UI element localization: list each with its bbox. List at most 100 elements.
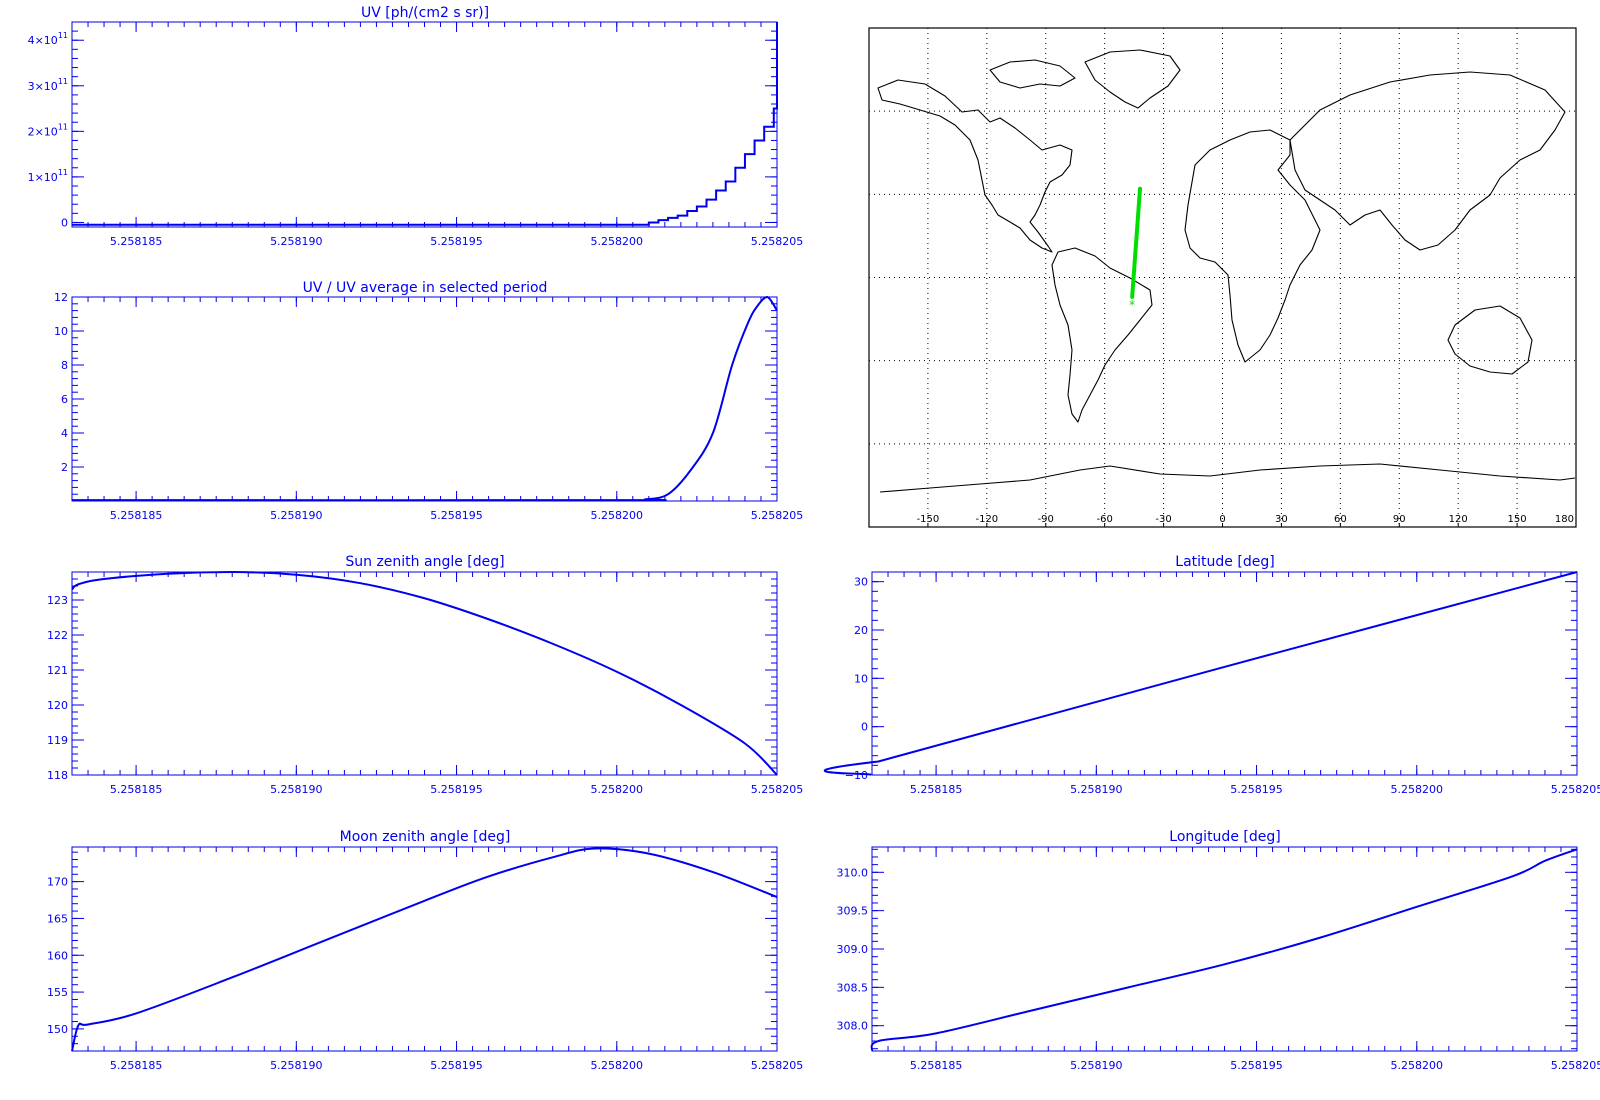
y-tick-label: 8: [61, 359, 68, 372]
panel-longitude: Longitude [deg] 5.258185 5.258190 5.258195…: [837, 829, 1600, 1072]
antarctica-outline: [879, 463, 1576, 493]
satellite-track: [1130, 186, 1143, 299]
plot-frame-uv: [71, 21, 778, 228]
y-tick-label: 155: [47, 986, 68, 999]
y-tick-label: 6: [61, 393, 68, 406]
x-tick-label: 5.258200: [591, 509, 644, 522]
x-tick-label: 5.258195: [1230, 783, 1283, 796]
x-tick-label: 5.258200: [1391, 1059, 1444, 1072]
data-line-uv-ratio: [71, 295, 778, 502]
x-tick-label: 5.258205: [751, 235, 804, 248]
y-tick-label: 150: [47, 1023, 68, 1036]
plot-frame-latitude: [871, 571, 1578, 776]
y-tick-label: 170: [47, 876, 68, 889]
panel-uv: UV [ph/(cm2 s sr)] 5.258185 5.258190 5.258…: [28, 5, 804, 248]
y-tick-label: −10: [845, 769, 868, 782]
x-tick-label: 5.258185: [910, 783, 963, 796]
map-tick-label: 180: [1555, 514, 1574, 525]
x-tick-label: 5.258205: [751, 1059, 804, 1072]
panel-uv-ratio: UV / UV average in selected period 5.258…: [54, 280, 803, 522]
chart-title-longitude: Longitude [deg]: [1169, 829, 1280, 845]
y-tick-label: 118: [47, 769, 68, 782]
y-tick-label: 2: [61, 461, 68, 474]
y-tick-label: 309.0: [837, 943, 869, 956]
ticks-moon-zenith: 5.258185 5.258190 5.258195 5.258200 5.258205…: [47, 847, 803, 1072]
plot-frame-sun-zenith: [71, 571, 778, 776]
y-tick-label: 10: [854, 672, 868, 685]
y-tick-label: 120: [47, 699, 68, 712]
y-tick-label: 4: [61, 427, 68, 440]
map-tick-label: 150: [1508, 514, 1527, 525]
map-tick-label: 90: [1393, 514, 1406, 525]
data-line-moon-zenith: [71, 847, 778, 1052]
map-tick-label: 30: [1275, 514, 1288, 525]
ticks-latitude: 5.258185 5.258190 5.258195 5.258200 5.258205…: [845, 571, 1600, 796]
y-tick-label: 20: [854, 624, 868, 637]
map-tick-label: 120: [1449, 514, 1468, 525]
y-tick-label: 4×1011: [28, 31, 68, 47]
x-tick-label: 5.258205: [1551, 1059, 1600, 1072]
y-tick-label: 123: [47, 594, 68, 607]
x-tick-label: 5.258200: [591, 1059, 644, 1072]
europe-africa-outline: [1184, 129, 1321, 363]
x-tick-label: 5.258190: [270, 509, 323, 522]
x-tick-label: 5.258200: [591, 235, 644, 248]
map-tick-label: 60: [1334, 514, 1347, 525]
y-tick-label: 1×1011: [28, 168, 68, 184]
chart-title-latitude: Latitude [deg]: [1175, 554, 1274, 570]
x-tick-label: 5.258200: [1391, 783, 1444, 796]
x-tick-label: 5.258185: [110, 1059, 163, 1072]
panel-sun-zenith: Sun zenith angle [deg] 5.258185 5.258190 5…: [47, 554, 803, 796]
asia-outline: [1289, 71, 1566, 251]
plot-frame-longitude: [871, 846, 1578, 1052]
x-tick-label: 5.258190: [270, 235, 323, 248]
y-tick-label: 0: [61, 216, 68, 229]
australia-outline: [1447, 305, 1533, 375]
y-tick-label: 12: [54, 291, 68, 304]
x-tick-label: 5.258185: [110, 783, 163, 796]
x-tick-label: 5.258190: [270, 1059, 323, 1072]
x-tick-label: 5.258195: [430, 235, 483, 248]
map-tick-label: 0: [1219, 514, 1225, 525]
y-tick-label: 30: [854, 576, 868, 589]
x-tick-label: 5.258200: [591, 783, 644, 796]
map-coastlines: [877, 49, 1576, 493]
panel-latitude: Latitude [deg] 5.258185 5.258190 5.258195 5…: [824, 554, 1600, 796]
x-tick-label: 5.258190: [1070, 1059, 1123, 1072]
chart-title-sun-zenith: Sun zenith angle [deg]: [345, 554, 504, 570]
x-tick-label: 5.258185: [910, 1059, 963, 1072]
x-tick-label: 5.258195: [430, 783, 483, 796]
y-tick-label: 165: [47, 912, 68, 925]
x-tick-label: 5.258190: [1070, 783, 1123, 796]
map-longitude-ticks: -150 -120 -90 -60 -30 0 30 60 90 120 150 180: [917, 514, 1577, 527]
data-line-latitude: [824, 571, 1578, 776]
y-tick-label: 10: [54, 325, 68, 338]
map-graticule: [869, 28, 1576, 527]
map-tick-label: -60: [1096, 514, 1112, 525]
x-tick-label: 5.258185: [110, 509, 163, 522]
x-tick-label: 5.258190: [270, 783, 323, 796]
y-tick-label: 308.0: [837, 1020, 869, 1033]
data-line-uv: [72, 22, 778, 226]
ticks-sun-zenith: 5.258185 5.258190 5.258195 5.258200 5.258205…: [47, 571, 803, 796]
x-tick-label: 5.258195: [430, 509, 483, 522]
map-tick-label: -150: [917, 514, 940, 525]
chart-title-moon-zenith: Moon zenith angle [deg]: [340, 829, 511, 845]
y-tick-label: 160: [47, 949, 68, 962]
x-tick-label: 5.258205: [751, 509, 804, 522]
chart-title-uv: UV [ph/(cm2 s sr)]: [361, 5, 489, 21]
greenland-outline: [1084, 49, 1181, 109]
x-tick-label: 5.258205: [1551, 783, 1600, 796]
data-line-sun-zenith: [71, 570, 778, 776]
y-tick-label: 2×1011: [28, 122, 68, 138]
world-map: * -150 -120 -90 -60 -30 0 30 60 90 120 150 180: [868, 27, 1577, 528]
map-tick-label: -30: [1155, 514, 1171, 525]
x-tick-label: 5.258195: [430, 1059, 483, 1072]
map-tick-label: -120: [975, 514, 998, 525]
x-tick-label: 5.258185: [110, 235, 163, 248]
panel-moon-zenith: Moon zenith angle [deg] 5.258185 5.258190…: [47, 829, 803, 1072]
chart-title-uv-ratio: UV / UV average in selected period: [303, 280, 548, 296]
y-tick-label: 3×1011: [28, 77, 68, 93]
plot-frame-moon-zenith: [71, 846, 778, 1052]
